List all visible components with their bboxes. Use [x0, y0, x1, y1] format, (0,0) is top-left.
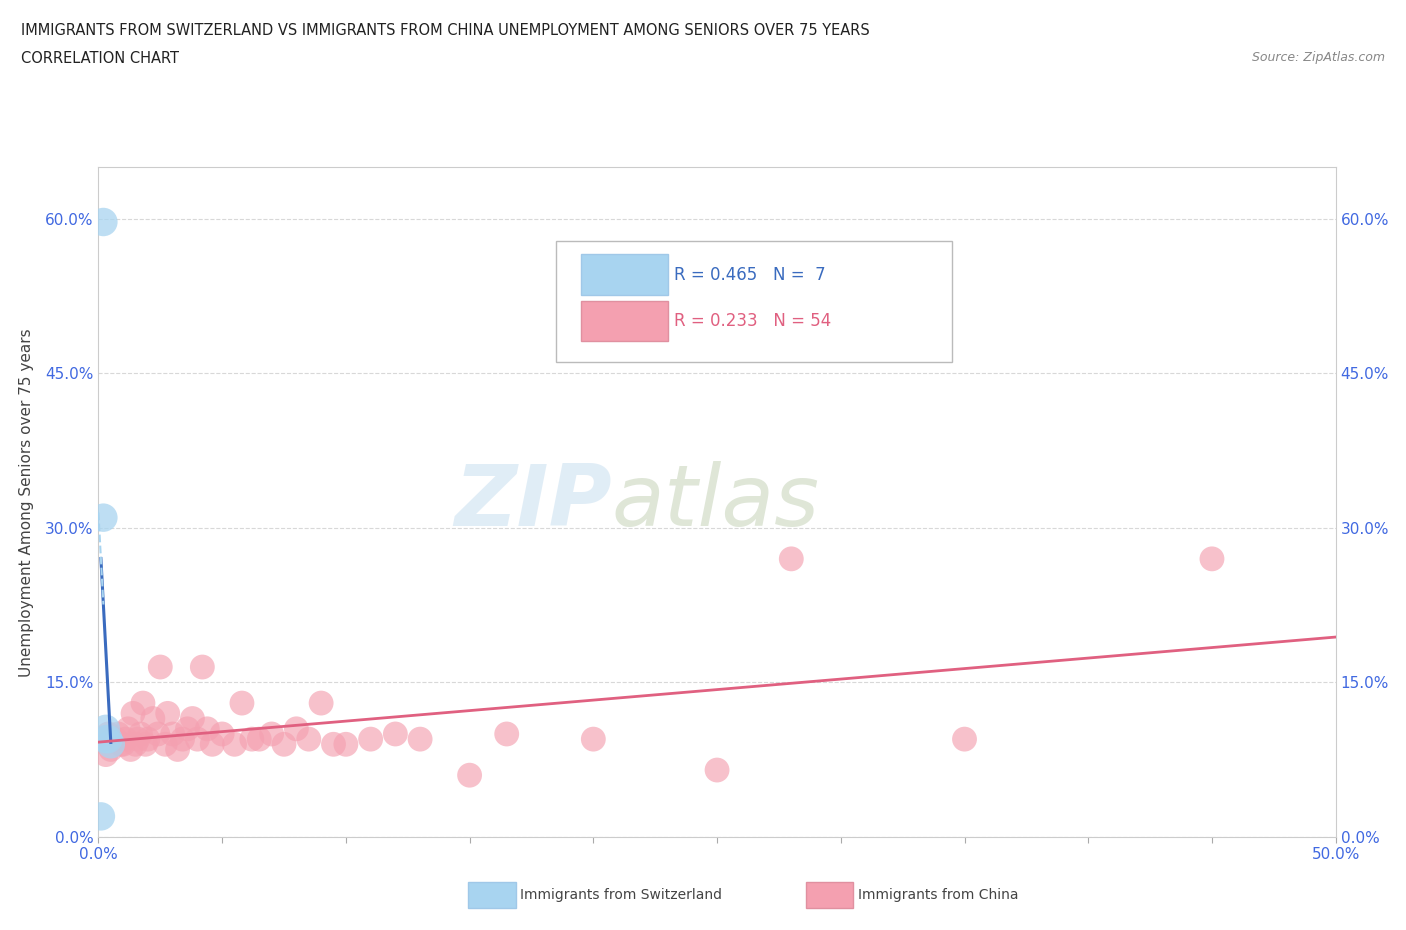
Point [97, 732, 120, 747]
Point [409, 732, 432, 747]
Text: CORRELATION CHART: CORRELATION CHART [21, 51, 179, 66]
Point [298, 732, 321, 747]
Point [97, 726, 120, 741]
Point [104, 732, 127, 747]
Point [100, 737, 122, 751]
Text: ZIP: ZIP [454, 460, 612, 544]
Text: Immigrants from Switzerland: Immigrants from Switzerland [520, 887, 723, 902]
Point [134, 737, 156, 751]
Point [93, 732, 115, 747]
Point [149, 659, 172, 674]
Point [112, 737, 135, 751]
Point [132, 696, 155, 711]
Point [124, 737, 146, 751]
Point [94, 722, 117, 737]
Point [384, 726, 406, 741]
Point [114, 732, 136, 747]
Point [146, 726, 169, 741]
Point [273, 737, 295, 751]
Y-axis label: Unemployment Among Seniors over 75 years: Unemployment Among Seniors over 75 years [18, 328, 34, 676]
Point [117, 722, 139, 737]
Point [186, 732, 208, 747]
Point [201, 737, 224, 751]
Point [110, 737, 132, 751]
Point [706, 763, 728, 777]
Point [231, 696, 253, 711]
Point [285, 722, 308, 737]
Point [94, 732, 117, 747]
Point [93, 215, 115, 230]
Point [224, 737, 246, 751]
Point [322, 737, 344, 751]
Point [120, 742, 142, 757]
Text: IMMIGRANTS FROM SWITZERLAND VS IMMIGRANTS FROM CHINA UNEMPLOYMENT AMONG SENIORS : IMMIGRANTS FROM SWITZERLAND VS IMMIGRANT… [21, 23, 870, 38]
Point [260, 726, 283, 741]
Point [1201, 551, 1223, 566]
Point [240, 732, 263, 747]
Text: Source: ZipAtlas.com: Source: ZipAtlas.com [1251, 51, 1385, 64]
Point [129, 726, 152, 741]
Point [155, 737, 177, 751]
Point [166, 742, 188, 757]
FancyBboxPatch shape [581, 301, 668, 341]
Point [136, 732, 159, 747]
Point [176, 722, 198, 737]
Point [458, 768, 481, 783]
Point [162, 726, 184, 741]
FancyBboxPatch shape [581, 255, 668, 295]
Text: Immigrants from China: Immigrants from China [858, 887, 1018, 902]
Point [360, 732, 382, 747]
Point [122, 706, 145, 721]
Point [335, 737, 357, 751]
Point [191, 659, 214, 674]
FancyBboxPatch shape [557, 241, 952, 362]
Point [107, 726, 129, 741]
Point [93, 511, 115, 525]
Point [309, 696, 332, 711]
Point [172, 732, 194, 747]
Point [127, 732, 149, 747]
Point [247, 732, 270, 747]
Text: R = 0.233   N = 54: R = 0.233 N = 54 [673, 312, 831, 330]
Point [211, 726, 233, 741]
Text: R = 0.465   N =  7: R = 0.465 N = 7 [673, 266, 825, 284]
Point [156, 706, 179, 721]
Point [181, 711, 204, 726]
Point [100, 742, 122, 757]
Point [195, 722, 218, 737]
Point [90, 809, 112, 824]
Point [142, 711, 165, 726]
Point [953, 732, 976, 747]
Point [495, 726, 517, 741]
Text: atlas: atlas [612, 460, 820, 544]
Point [780, 551, 803, 566]
Point [94, 747, 117, 762]
Point [582, 732, 605, 747]
